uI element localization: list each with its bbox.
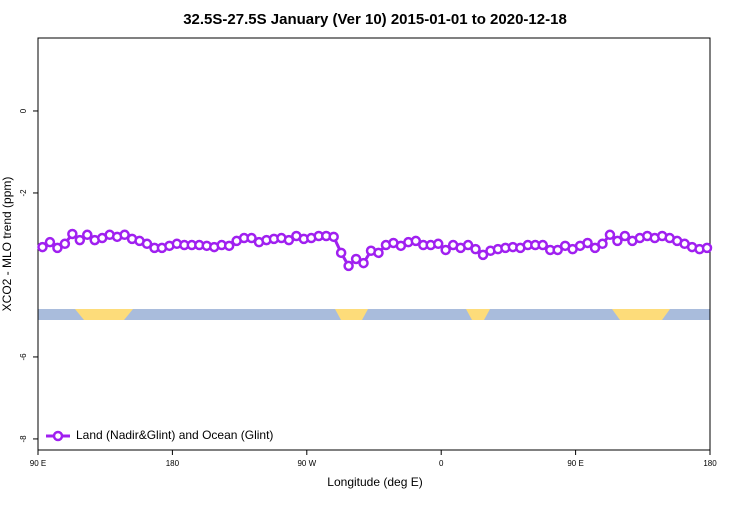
x-tick-label: 0 (439, 459, 444, 468)
data-point (328, 231, 339, 243)
data-point (358, 257, 369, 269)
data-point (246, 232, 257, 244)
data-point (350, 253, 362, 265)
chart-title: 32.5S-27.5S January (Ver 10) 2015-01-01 … (183, 11, 567, 28)
y-tick-label: -6 (19, 353, 28, 361)
data-point (223, 240, 235, 252)
y-tick-label: 0 (19, 108, 28, 113)
x-tick-label: 90 E (567, 459, 583, 468)
surface-strip (38, 309, 710, 320)
data-point (119, 229, 130, 241)
data-point (82, 229, 93, 241)
data-point (373, 247, 384, 259)
y-tick-label: -2 (19, 189, 28, 197)
land-band (75, 309, 133, 320)
y-axis-label: XCO2 - MLO trend (ppm) (0, 177, 14, 312)
x-tick-label: 180 (166, 459, 180, 468)
data-point (67, 228, 78, 240)
data-point (552, 244, 563, 256)
data-point (343, 260, 354, 272)
data-point (701, 242, 713, 254)
data-point (410, 235, 422, 247)
data-point (462, 239, 474, 251)
data-point (477, 249, 489, 261)
data-point (432, 238, 444, 250)
legend-marker (52, 430, 64, 442)
data-point (589, 242, 601, 254)
land-band (612, 309, 670, 320)
data-point (582, 237, 593, 249)
x-axis-label: Longitude (deg E) (327, 475, 422, 489)
data-point (141, 238, 153, 250)
data-point (52, 242, 63, 254)
legend-label: Land (Nadir&Glint) and Ocean (Glint) (76, 428, 273, 442)
land-band (466, 309, 490, 320)
data-point (619, 230, 631, 242)
x-tick-label: 90 E (30, 459, 46, 468)
data-point (537, 239, 548, 251)
ocean-band (38, 309, 710, 320)
x-tick-label: 180 (703, 459, 717, 468)
x-tick-label: 90 W (297, 459, 316, 468)
data-point (59, 238, 71, 250)
data-point (283, 234, 295, 246)
data-point (44, 236, 56, 248)
land-band (335, 309, 368, 320)
data-point (37, 241, 48, 253)
data-point (470, 243, 481, 255)
data-point (604, 229, 616, 241)
data-point (612, 235, 623, 247)
data-point (440, 244, 451, 256)
data-point (597, 238, 608, 250)
y-tick-label: -8 (19, 435, 28, 443)
data-point (335, 247, 347, 259)
data-point (74, 234, 86, 246)
